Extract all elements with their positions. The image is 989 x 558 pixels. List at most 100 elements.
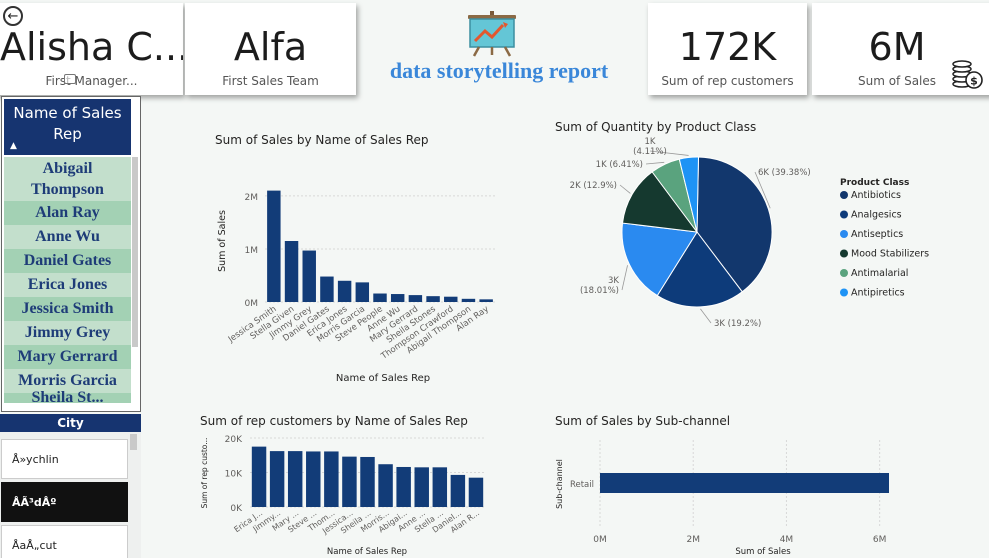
leader-line: [645, 161, 665, 165]
data-label: 1K: [645, 137, 656, 147]
pie-slice: [621, 171, 699, 233]
chart-customers-by-rep-title: Sum of rep customers by Name of Sales Re…: [200, 414, 468, 428]
y-tick-label: 0M: [245, 299, 259, 309]
legend-marker: [840, 288, 848, 297]
bar: [426, 296, 440, 302]
kpi-card-manager: Alisha C... First Manager...: [0, 3, 183, 95]
sales-rep-scrollbar[interactable]: [132, 157, 138, 347]
legend-marker: [840, 210, 848, 219]
bar: [360, 456, 375, 507]
kpi-team-label: First Sales Team: [222, 74, 319, 88]
legend-item: Antibiotics: [851, 190, 901, 201]
city-item-label: Å»ychlin: [12, 452, 59, 466]
bar: [373, 293, 387, 302]
slicer-item-anne-wu[interactable]: Anne Wu: [4, 225, 131, 249]
kpi-card-team: Alfa First Sales Team: [185, 3, 356, 95]
bar: [432, 467, 448, 507]
kpi-customers-value: 172K: [678, 25, 777, 69]
legend-title: Product Class: [840, 178, 909, 188]
data-label: 1K (6.41%): [596, 160, 643, 170]
leader-line: [649, 150, 689, 156]
slicer-item-sheila-st[interactable]: Sheila St...: [4, 389, 131, 406]
bar: [306, 451, 321, 507]
sales-rep-slicer-title: Name of Sales Rep: [13, 104, 122, 143]
slicer-item-mary-gerrard[interactable]: Mary Gerrard: [4, 345, 131, 369]
kpi-sales-label: Sum of Sales: [857, 74, 937, 88]
x-axis-title: Name of Sales Rep: [327, 547, 407, 557]
chart-quantity-by-class-title: Sum of Quantity by Product Class: [555, 120, 757, 134]
chart-sales-by-subchannel-title: Sum of Sales by Sub-channel: [555, 414, 731, 428]
pie-slice: [621, 222, 698, 297]
data-label: (18.01%): [580, 286, 619, 296]
kpi-manager-value: Alisha C...: [0, 25, 183, 69]
bar: [284, 241, 299, 302]
city-item[interactable]: Å»ychlin: [1, 439, 128, 479]
y-tick-label: 1M: [245, 246, 259, 256]
leader-line: [619, 184, 631, 194]
legend-item: Mood Stabilizers: [851, 249, 929, 260]
kpi-team-value: Alfa: [233, 25, 308, 69]
bar: [479, 299, 493, 302]
x-axis-title: Name of Sales Rep: [336, 373, 430, 384]
city-item-selected[interactable]: ÅÃ³dÅº: [1, 482, 128, 522]
x-tick-label: 6M: [873, 535, 887, 545]
x-tick-label: 0M: [593, 535, 607, 545]
coin-stack-dollar-icon: $: [952, 60, 983, 89]
city-item[interactable]: ÅaÅ„cut: [1, 525, 128, 558]
kpi-customers-label: Sum of rep customers: [661, 74, 794, 88]
slicer-item-alan-ray[interactable]: Alan Ray: [4, 201, 131, 225]
chart-quantity-by-class: 6K (39.38%) 3K (19.2%) 3K(18.01%) 2K (12.9%…: [570, 137, 929, 329]
pie-slice: [656, 231, 743, 308]
bar: [378, 464, 393, 507]
bar: [600, 473, 889, 493]
slicer-item-jessica-smith[interactable]: Jessica Smith: [4, 297, 131, 321]
bar: [269, 451, 285, 507]
city-item-label: ÅaÅ„cut: [12, 538, 57, 552]
slicer-item-abigail-thompson[interactable]: Abigail Thompson: [4, 157, 131, 201]
data-label: 3K: [608, 276, 619, 286]
svg-text:$: $: [970, 75, 978, 88]
slicer-item-jimmy-grey[interactable]: Jimmy Grey: [4, 321, 131, 345]
bar: [302, 250, 316, 302]
x-tick-label: 2M: [686, 535, 700, 545]
slicer-item-erica-jones[interactable]: Erica Jones: [4, 273, 131, 297]
more-options-icon[interactable]: ···: [96, 75, 106, 86]
sales-rep-slicer: Name of Sales Rep ▲ Abigail Thompson Alan…: [1, 96, 141, 412]
bar: [267, 190, 281, 302]
focus-mode-icon[interactable]: [64, 74, 76, 84]
legend-marker: [840, 230, 848, 238]
slicer-item-daniel-gates[interactable]: Daniel Gates: [4, 249, 131, 273]
kpi-manager-label: First Manager...: [45, 74, 138, 88]
city-item-label: ÅÃ³dÅº: [12, 495, 57, 509]
bar: [324, 451, 339, 507]
pie-slice: [696, 156, 773, 293]
x-tick-label: 4M: [780, 535, 794, 545]
data-label: 3K (19.2%): [714, 319, 761, 329]
y-axis-title: Sum of rep custo...: [200, 438, 209, 509]
back-arrow-icon[interactable]: ←: [3, 6, 23, 26]
bar: [468, 477, 484, 507]
bar: [408, 295, 423, 302]
data-label: (4.11%): [633, 147, 667, 157]
bar: [342, 456, 357, 507]
sort-ascending-icon[interactable]: ▲: [10, 141, 17, 151]
leader-line: [754, 171, 771, 209]
bar: [396, 466, 411, 507]
pie-slice: [678, 156, 700, 233]
y-tick-label: 10K: [225, 470, 243, 480]
legend-item: Antipiretics: [851, 288, 905, 299]
bar: [450, 474, 466, 507]
kpi-card-customers: 172K Sum of rep customers: [648, 3, 807, 95]
kpi-sales-value: 6M: [868, 25, 926, 69]
bar: [337, 280, 352, 302]
legend-item: Analgesics: [851, 210, 902, 221]
leader-line: [700, 308, 712, 324]
slicer-item-morris-garcia[interactable]: Morris Garcia: [4, 369, 131, 393]
sales-rep-list: Abigail Thompson Alan Ray Anne Wu Daniel Ga…: [4, 157, 131, 406]
leader-line: [621, 265, 628, 291]
city-scrollbar[interactable]: [130, 434, 137, 450]
legend-marker: [840, 269, 848, 277]
chart-sales-by-subchannel: 0M 2M 4M 6M Retail Sub-channel Sum of Sales: [555, 440, 889, 557]
city-slicer-title: City: [0, 414, 141, 432]
